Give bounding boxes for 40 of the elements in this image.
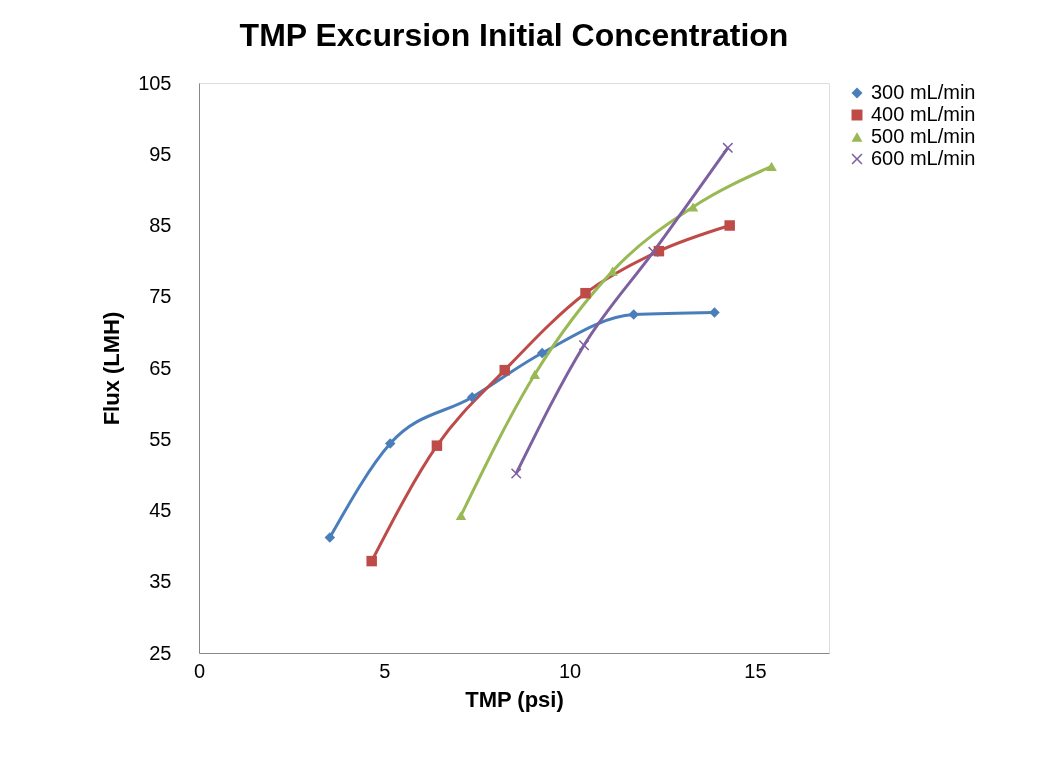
x-tick-label: 15 bbox=[744, 659, 767, 682]
x-tick-label: 0 bbox=[193, 659, 206, 682]
point bbox=[709, 307, 720, 318]
point bbox=[628, 309, 639, 320]
y-tick-label: 45 bbox=[149, 499, 172, 521]
point bbox=[366, 555, 377, 567]
y-tick-label: 65 bbox=[149, 356, 172, 379]
point bbox=[324, 532, 336, 543]
point bbox=[466, 391, 478, 403]
x-tick-label: 10 bbox=[558, 659, 582, 682]
legend-label: 400 mL/min bbox=[871, 103, 976, 125]
y-tick-label: 25 bbox=[149, 641, 172, 664]
chart-title: TMP Excursion Initial Concentration bbox=[239, 17, 789, 53]
legend-label: 300 mL/min bbox=[871, 81, 976, 103]
y-tick-label: 75 bbox=[149, 285, 172, 308]
point bbox=[510, 468, 522, 479]
y-tick-label: 35 bbox=[149, 570, 172, 593]
x-tick-label: 5 bbox=[379, 659, 391, 682]
point bbox=[578, 339, 590, 351]
y-tick-label: 95 bbox=[149, 142, 172, 165]
point bbox=[687, 202, 699, 212]
legend-label: 600 mL/min bbox=[871, 147, 976, 169]
point bbox=[431, 440, 443, 451]
point bbox=[455, 510, 467, 521]
point bbox=[499, 364, 510, 376]
y-axis-title: Flux (LMH) bbox=[99, 311, 125, 426]
point bbox=[607, 266, 618, 276]
x-axis-title: TMP (psi) bbox=[465, 686, 564, 712]
point bbox=[580, 287, 591, 299]
point bbox=[536, 347, 548, 359]
point bbox=[766, 161, 777, 171]
y-tick-label: 105 bbox=[138, 71, 172, 94]
y-tick-label: 85 bbox=[149, 214, 172, 236]
point bbox=[529, 369, 540, 379]
point bbox=[648, 246, 659, 258]
legend-label: 500 mL/min bbox=[871, 125, 976, 147]
y-tick-label: 55 bbox=[149, 427, 172, 450]
point bbox=[724, 220, 735, 231]
point bbox=[384, 438, 396, 449]
point bbox=[722, 142, 734, 154]
